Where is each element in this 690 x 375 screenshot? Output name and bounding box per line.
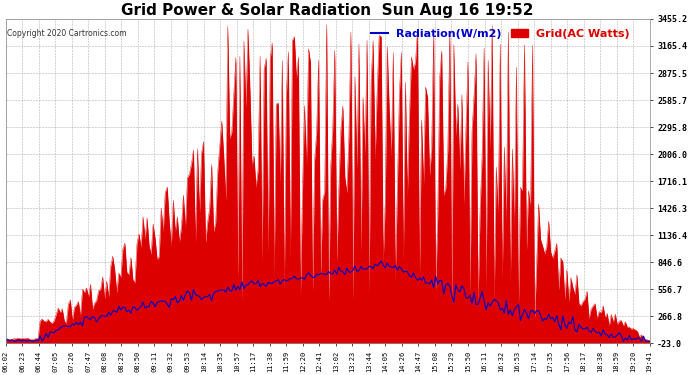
Legend: Radiation(W/m2), Grid(AC Watts): Radiation(W/m2), Grid(AC Watts) bbox=[370, 28, 631, 40]
Title: Grid Power & Solar Radiation  Sun Aug 16 19:52: Grid Power & Solar Radiation Sun Aug 16 … bbox=[121, 3, 534, 18]
Text: Copyright 2020 Cartronics.com: Copyright 2020 Cartronics.com bbox=[7, 28, 126, 38]
